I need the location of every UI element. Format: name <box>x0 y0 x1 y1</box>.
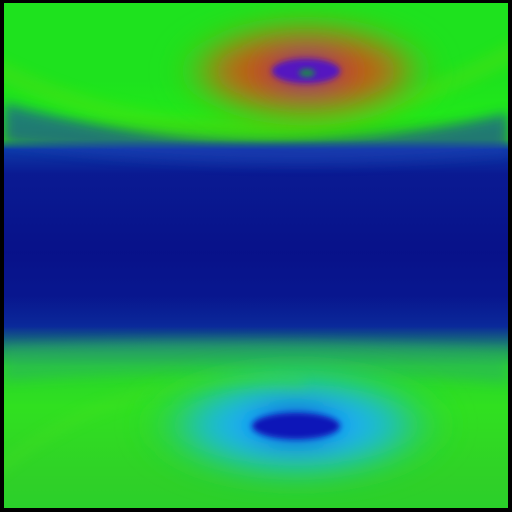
lower-hotspot-core <box>252 413 340 439</box>
upper-hotspot-center <box>299 69 315 77</box>
upper-arc <box>4 43 508 138</box>
lower-hotspot <box>136 363 456 487</box>
lower-arc <box>4 374 305 472</box>
upper-hotspot <box>171 16 441 126</box>
upper-boundary <box>4 103 508 164</box>
blue-band <box>4 153 508 353</box>
upper-hotspot-core <box>272 59 340 83</box>
field-overlay <box>4 16 508 487</box>
lower-boundary <box>4 341 508 383</box>
color-field <box>4 3 508 508</box>
